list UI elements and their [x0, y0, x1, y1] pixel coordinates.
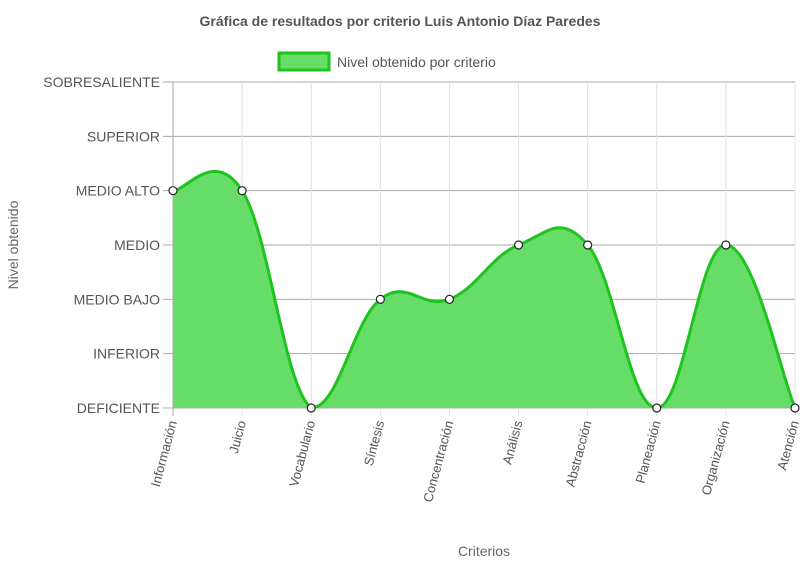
data-point[interactable]: [168, 186, 178, 196]
data-point[interactable]: [583, 240, 593, 250]
series-area: [172, 169, 797, 410]
x-tick-label: Vocabulario: [286, 419, 318, 489]
data-point[interactable]: [652, 403, 662, 413]
data-points: [168, 186, 800, 413]
legend-swatch: [277, 51, 331, 72]
data-point[interactable]: [513, 240, 524, 250]
x-tick-label: Abstracción: [562, 419, 594, 488]
y-tick-label: DEFICIENTE: [77, 400, 160, 416]
x-tick-label: Concentración: [420, 419, 456, 504]
y-axis-label: Nivel obtenido: [5, 200, 21, 289]
y-tick-label: MEDIO: [114, 237, 160, 253]
data-point[interactable]: [790, 403, 800, 413]
data-point[interactable]: [306, 403, 316, 413]
y-tick-label: SUPERIOR: [87, 128, 160, 144]
chart-title: Gráfica de resultados por criterio Luis …: [200, 13, 601, 29]
x-tick-label: Juicio: [226, 419, 249, 455]
data-point[interactable]: [444, 294, 455, 304]
x-tick-label: Organización: [698, 419, 732, 497]
x-tick-label: Información: [148, 419, 180, 488]
y-tick-label: MEDIO ALTO: [76, 183, 160, 199]
series-line: [172, 169, 797, 410]
x-tick-label: Planeación: [633, 419, 664, 485]
x-tick-label: Atención: [774, 419, 800, 472]
legend-label: Nivel obtenido por criterio: [337, 54, 496, 70]
legend[interactable]: Nivel obtenido por criterio: [277, 51, 496, 72]
series-fill: [173, 171, 795, 408]
y-tick-label: MEDIO BAJO: [74, 291, 160, 307]
y-tick-label: SOBRESALIENTE: [43, 74, 160, 90]
y-tick-label: INFERIOR: [93, 346, 160, 362]
data-point[interactable]: [237, 186, 247, 196]
data-point[interactable]: [721, 240, 731, 250]
data-point[interactable]: [375, 294, 385, 304]
x-tick-label: Síntesis: [361, 418, 388, 467]
x-tick-label: Análisis: [499, 418, 525, 466]
axis-ticks: DEFICIENTE INFERIOR MEDIO BAJO MEDIO MEDIO A…: [43, 74, 800, 504]
x-axis-label: Criterios: [458, 543, 510, 559]
